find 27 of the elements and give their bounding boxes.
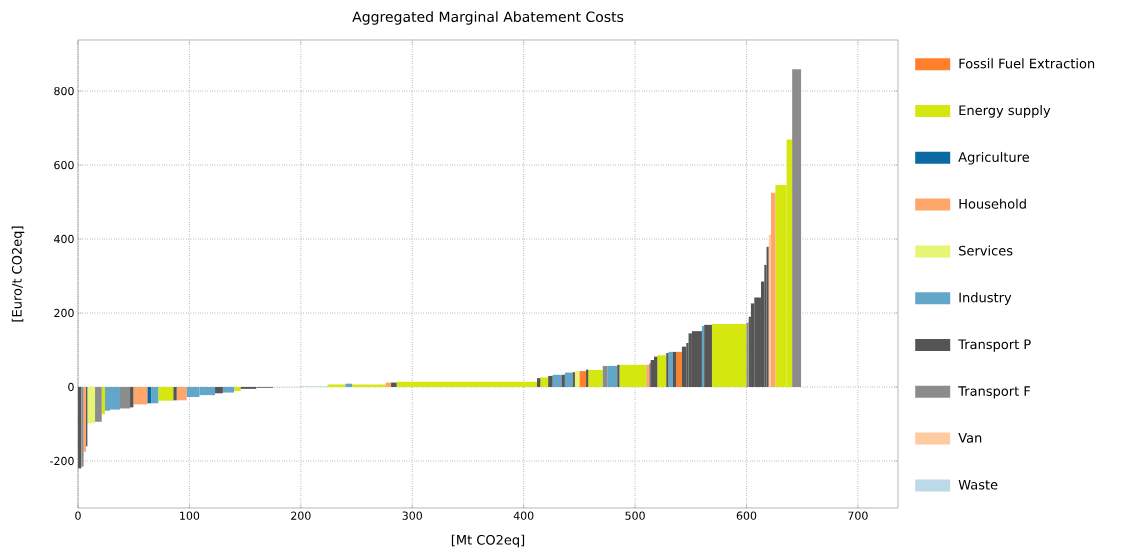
legend-label: Transport F: [958, 386, 1031, 399]
x-tick-label: 300: [402, 511, 422, 520]
x-axis-title: [Mt CO2eq]: [451, 534, 525, 548]
legend-label: Energy supply: [959, 105, 1051, 118]
legend-label: Household: [959, 198, 1026, 209]
legend-label: Van: [958, 433, 982, 443]
chart-title: Aggregated Marginal Abatement Costs: [352, 11, 624, 25]
legend-label: Waste: [958, 479, 998, 490]
x-tick-label: 200: [291, 511, 311, 520]
x-tick-label: 400: [513, 511, 534, 520]
x-tick-label: 500: [625, 511, 645, 520]
legend-label: Fossil Fuel Extraction: [959, 58, 1095, 69]
y-tick-label: 200: [54, 308, 74, 318]
y-tick-label: 400: [54, 234, 74, 244]
y-tick-label: 800: [54, 86, 74, 96]
x-tick-label: 600: [736, 511, 757, 520]
legend-label: Transport P: [958, 339, 1031, 352]
x-tick-label: 700: [848, 511, 868, 520]
legend-label: Services: [959, 245, 1013, 256]
x-tick-label: 100: [180, 511, 200, 520]
y-tick-label: 600: [54, 160, 74, 170]
y-axis-title: [Euro/t CO2eq]: [11, 226, 25, 322]
legend-label: Agriculture: [958, 151, 1030, 165]
x-tick-label: 0: [75, 511, 81, 520]
legend-label: Industry: [959, 292, 1012, 305]
y-tick-label: -200: [50, 456, 74, 466]
y-tick-label: 0: [68, 382, 74, 392]
